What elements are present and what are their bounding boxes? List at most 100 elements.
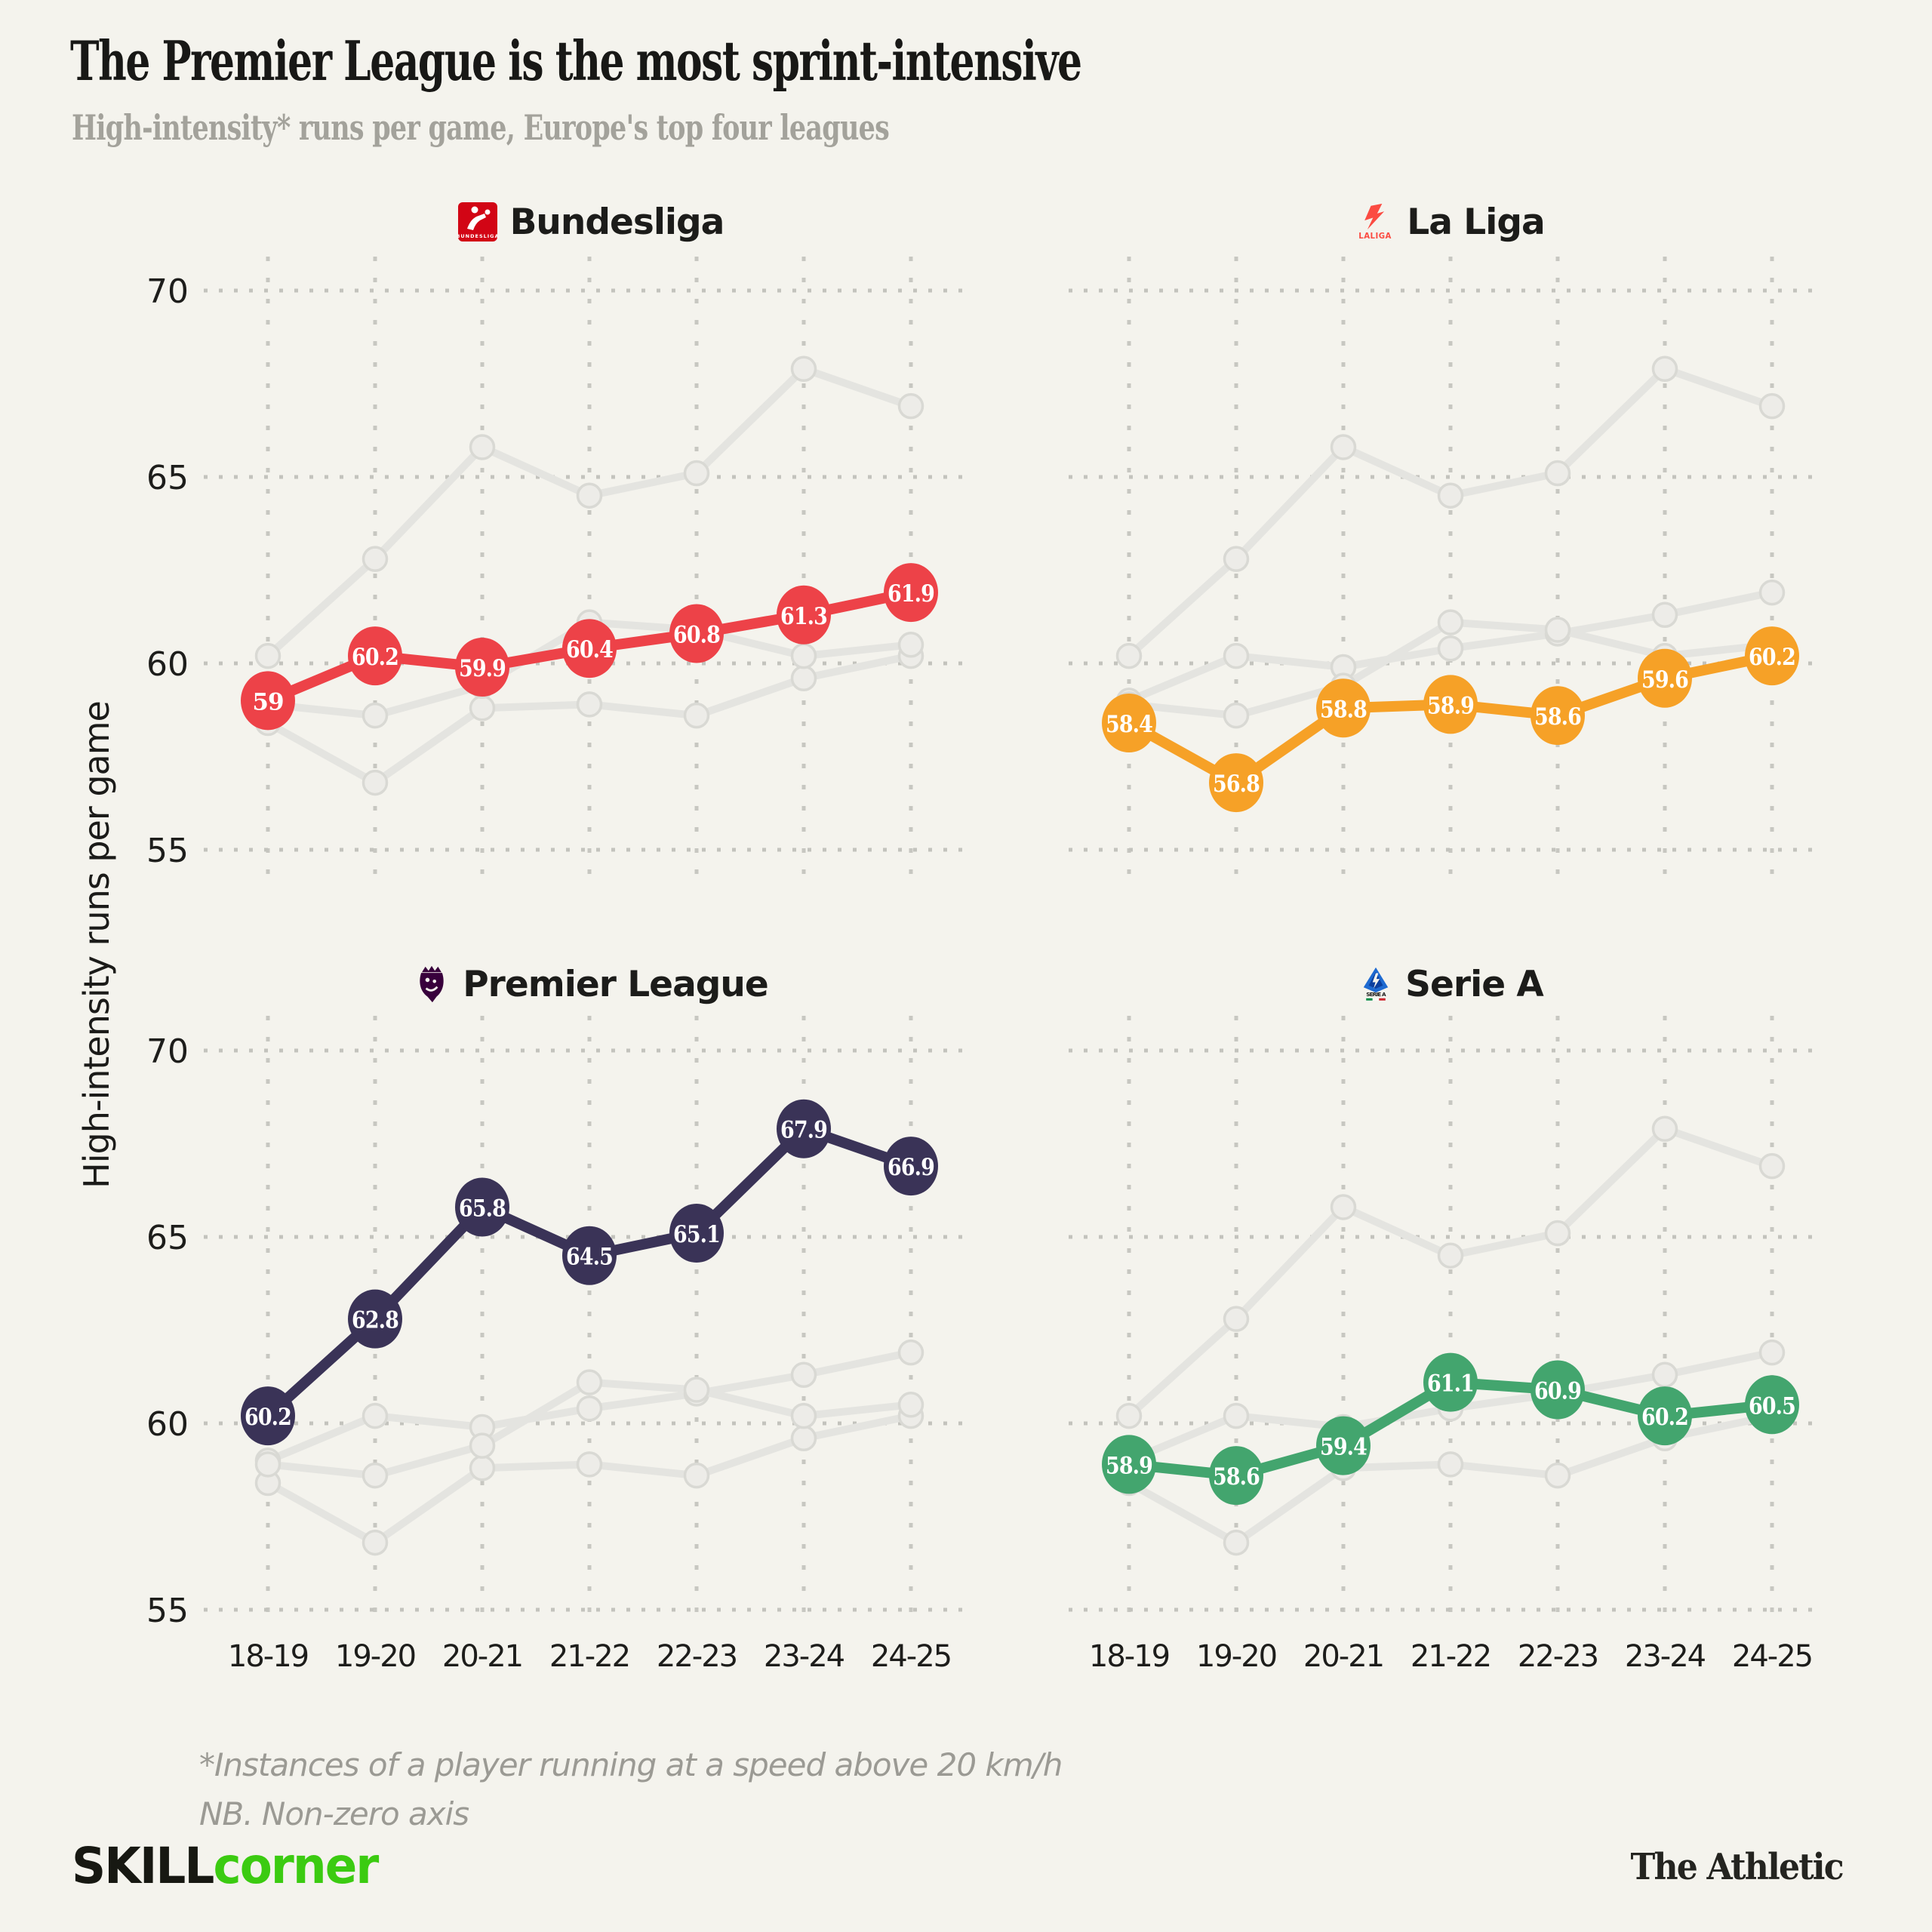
data-point: [241, 1386, 295, 1446]
panel-title-label: Serie A: [1405, 963, 1544, 1005]
context-series-point: [361, 1402, 389, 1429]
context-series-point: [1758, 1152, 1786, 1180]
context-series-point: [254, 642, 281, 669]
context-series-point: [361, 1462, 389, 1489]
context-series-point: [469, 1432, 496, 1459]
context-series-point: [469, 1455, 496, 1481]
data-point-label: 60.2: [1749, 644, 1795, 671]
data-point-label: 59: [252, 688, 283, 715]
svg-text:LALIGA: LALIGA: [1359, 232, 1392, 241]
context-series-point: [1223, 1306, 1250, 1332]
data-point: [562, 1226, 617, 1285]
data-point-label: 59.4: [1320, 1434, 1367, 1461]
data-point: [1531, 1360, 1585, 1420]
data-point-label: 65.1: [673, 1221, 720, 1248]
y-tick-label: 60: [146, 645, 189, 684]
context-series-point: [1223, 1529, 1250, 1556]
data-point-label: 67.9: [780, 1117, 827, 1144]
x-tick-label: 24-25: [871, 1639, 951, 1674]
data-point: [1423, 1352, 1478, 1412]
data-point-label: 59.6: [1641, 666, 1688, 694]
context-series-point: [576, 1451, 603, 1478]
context-series-point: [790, 642, 817, 669]
x-tick-label: 23-24: [1625, 1639, 1706, 1674]
context-series-point: [361, 546, 389, 572]
data-point: [1745, 626, 1799, 686]
y-tick-label: 55: [146, 1592, 189, 1630]
data-point: [669, 604, 724, 663]
x-tick-label: 19-20: [1196, 1639, 1276, 1674]
context-series-point: [683, 702, 710, 729]
panel-title-label: Bundesliga: [509, 201, 725, 243]
context-series-point: [1330, 434, 1357, 460]
data-point: [1423, 675, 1478, 734]
data-point: [1638, 648, 1692, 708]
bundesliga-chart: 55 60 65 70 59 60.2 59.9 60.4 60.8 61.3 61.9: [146, 257, 966, 875]
context-series-point: [1115, 1402, 1143, 1429]
data-point: [669, 1204, 724, 1263]
context-series-point: [1651, 1115, 1678, 1142]
y-tick-label: 55: [146, 832, 189, 870]
panel-title-label: Premier League: [463, 963, 769, 1005]
data-point: [348, 626, 402, 686]
context-series-point: [897, 1339, 924, 1366]
x-tick-label: 21-22: [549, 1639, 629, 1674]
y-tick-label: 65: [146, 1219, 189, 1257]
data-point: [1638, 1386, 1692, 1446]
svg-text:SERIE A: SERIE A: [1366, 991, 1386, 998]
data-point-label: 62.8: [352, 1307, 398, 1334]
context-series-point: [683, 460, 710, 487]
x-tick-label: 18-19: [228, 1639, 308, 1674]
context-series-point: [897, 632, 924, 658]
context-series-point: [1115, 642, 1143, 669]
premier-league-chart: 55 60 65 70 18-19 19-20 20-21 21-22 22-23 23-24 24…: [146, 1016, 966, 1674]
x-tick-label: 23-24: [764, 1639, 844, 1674]
context-series-point: [1651, 1361, 1678, 1389]
page-title: The Premier League is the most sprint-in…: [70, 29, 1082, 93]
context-series-point: [1758, 392, 1786, 420]
x-tick-label: 19-20: [335, 1639, 415, 1674]
data-point-label: 66.9: [888, 1154, 934, 1181]
laliga-logo: LALIGA: [1357, 202, 1395, 242]
data-point: [1102, 1435, 1156, 1494]
context-series-point: [361, 769, 389, 796]
y-tick-label: 70: [146, 272, 189, 311]
the-athletic-logo: The Athletic: [1630, 1846, 1844, 1888]
data-point: [1531, 686, 1585, 746]
skillcorner-logo: SKILLcorner: [72, 1837, 379, 1895]
data-point-label: 65.8: [459, 1195, 506, 1222]
x-tick-label: 22-23: [657, 1639, 737, 1674]
data-point-label: 60.2: [1641, 1404, 1688, 1431]
context-series-point: [1223, 1402, 1250, 1429]
context-series-point: [790, 1402, 817, 1429]
data-point: [455, 1177, 509, 1237]
footnote-line-1: *Instances of a player running at a spee…: [199, 1746, 1063, 1783]
data-point-label: 60.5: [1749, 1392, 1795, 1420]
data-point-label: 60.2: [245, 1404, 291, 1431]
context-series-point: [576, 1369, 603, 1395]
context-series-point: [361, 702, 389, 729]
data-point-label: 60.4: [566, 636, 613, 663]
context-series-point: [1544, 1220, 1571, 1247]
context-series-point: [469, 695, 496, 721]
footnote-line-2: NB. Non-zero axis: [199, 1795, 469, 1833]
context-series-point: [1544, 460, 1571, 487]
context-series-point: [576, 691, 603, 718]
data-point: [1316, 678, 1371, 738]
data-point: [884, 563, 938, 623]
panel-title-label: La Liga: [1407, 201, 1545, 243]
footnote: *Instances of a player running at a spee…: [199, 1740, 1063, 1838]
panel-title-serie-a: SERIE A Serie A: [1098, 960, 1804, 1008]
context-series-point: [683, 1462, 710, 1489]
data-point: [1209, 753, 1263, 813]
svg-text:BUNDESLIGA: BUNDESLIGA: [457, 233, 498, 239]
context-series-point: [1437, 482, 1464, 509]
data-point-label: 58.9: [1106, 1452, 1152, 1479]
data-point: [348, 1289, 402, 1349]
context-series-point: [790, 355, 817, 382]
context-series-point: [897, 392, 924, 420]
data-point-label: 60.2: [352, 644, 398, 671]
x-tick-label: 24-25: [1732, 1639, 1812, 1674]
context-series-point: [1437, 1242, 1464, 1269]
context-series-point: [1223, 702, 1250, 729]
